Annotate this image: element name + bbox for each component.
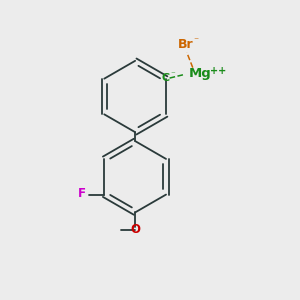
Text: ++: ++	[210, 66, 226, 76]
Text: ⁻: ⁻	[194, 36, 199, 46]
Text: F: F	[77, 188, 86, 200]
Text: Mg: Mg	[189, 67, 212, 80]
Text: ⁻: ⁻	[170, 70, 175, 79]
Text: O: O	[131, 224, 141, 236]
Text: Br: Br	[178, 38, 193, 51]
Text: C: C	[161, 73, 169, 83]
